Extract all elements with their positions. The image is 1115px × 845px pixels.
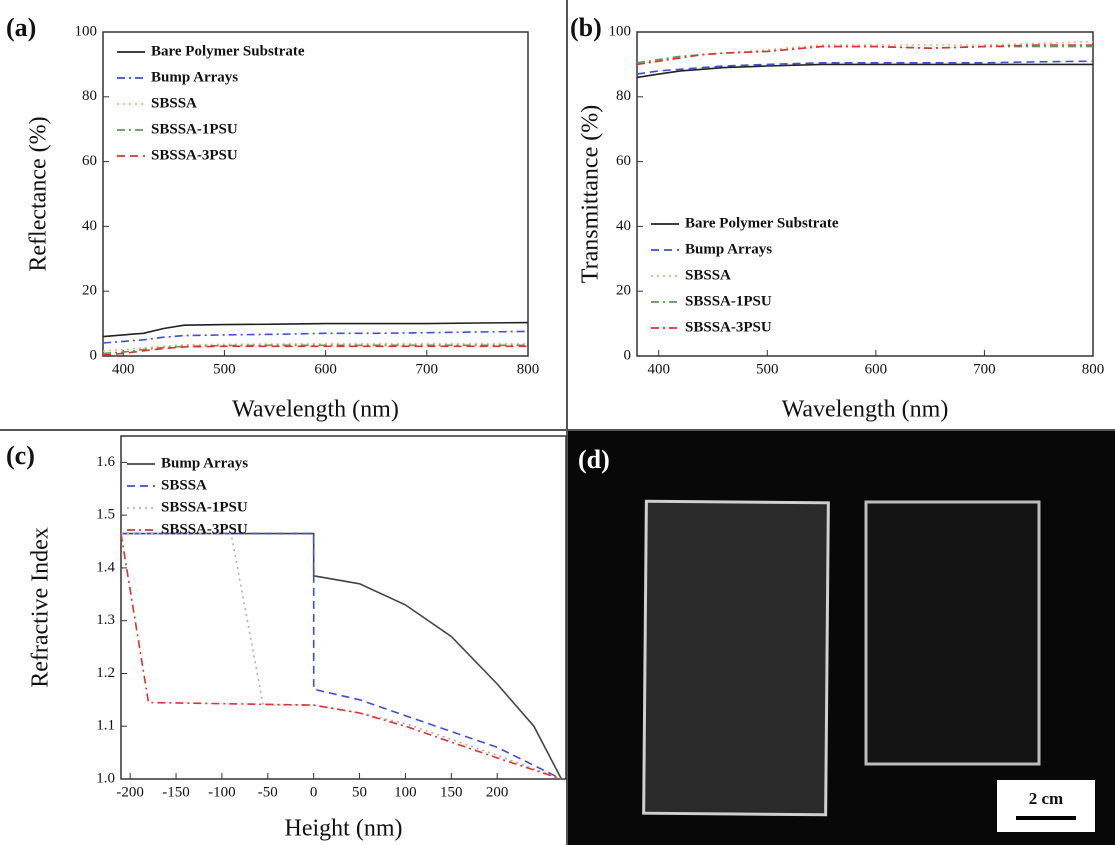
y-axis-label: Transmittance (%) bbox=[578, 105, 604, 283]
y-tick-label: 1.3 bbox=[96, 612, 115, 628]
y-tick-label: 100 bbox=[75, 23, 98, 39]
data-line bbox=[121, 532, 563, 780]
sample bbox=[864, 500, 1041, 766]
data-line bbox=[102, 330, 529, 344]
legend-label: Bare Polymer Substrate bbox=[151, 43, 305, 59]
data-line bbox=[102, 345, 528, 356]
panel-label: (d) bbox=[578, 445, 610, 474]
legend-label: SBSSA-3PSU bbox=[685, 319, 772, 335]
y-tick-label: 1.2 bbox=[96, 665, 115, 681]
x-tick-label: 100 bbox=[394, 784, 417, 800]
y-tick-label: 1.4 bbox=[96, 559, 115, 575]
y-tick-label: 20 bbox=[616, 283, 631, 299]
x-tick-label: 400 bbox=[647, 361, 670, 377]
x-tick-label: -50 bbox=[258, 784, 278, 800]
x-tick-label: 50 bbox=[352, 784, 367, 800]
data-line bbox=[102, 342, 528, 352]
x-tick-label: 500 bbox=[756, 361, 779, 377]
data-line bbox=[121, 532, 562, 780]
x-axis-label: Height (nm) bbox=[285, 816, 403, 842]
y-axis-label: Refractive Index bbox=[28, 527, 54, 688]
plot-frame bbox=[102, 31, 529, 357]
legend-label: SBSSA-3PSU bbox=[161, 521, 248, 537]
y-tick-label: 40 bbox=[82, 218, 97, 234]
x-tick-label: 700 bbox=[416, 361, 439, 377]
scale-label: 2 cm bbox=[1029, 789, 1063, 808]
legend-label: SBSSA-1PSU bbox=[685, 293, 772, 309]
x-tick-label: 600 bbox=[314, 361, 337, 377]
data-line bbox=[102, 321, 529, 338]
legend-label: Bump Arrays bbox=[161, 455, 248, 471]
data-line bbox=[121, 532, 562, 780]
legend-label: Bump Arrays bbox=[685, 241, 772, 257]
y-tick-label: 20 bbox=[82, 283, 97, 299]
data-line bbox=[636, 63, 1093, 79]
y-tick-label: 60 bbox=[82, 153, 97, 169]
y-tick-label: 40 bbox=[616, 218, 631, 234]
data-line bbox=[636, 60, 1094, 75]
y-tick-label: 1.6 bbox=[96, 454, 115, 470]
x-axis-label: Wavelength (nm) bbox=[782, 397, 949, 423]
x-tick-label: 400 bbox=[112, 361, 135, 377]
data-line bbox=[120, 533, 562, 780]
sample bbox=[642, 499, 830, 817]
x-tick-label: -100 bbox=[208, 784, 236, 800]
legend-label: SBSSA-3PSU bbox=[151, 147, 238, 163]
x-tick-label: 150 bbox=[440, 784, 463, 800]
legend-label: SBSSA bbox=[685, 267, 731, 283]
panel-label: (c) bbox=[6, 441, 35, 470]
y-tick-label: 100 bbox=[609, 23, 632, 39]
y-axis-label: Reflectance (%) bbox=[26, 116, 52, 271]
x-tick-label: 800 bbox=[1082, 361, 1105, 377]
x-tick-label: 200 bbox=[486, 784, 509, 800]
data-line bbox=[636, 45, 1093, 64]
y-tick-label: 0 bbox=[624, 347, 632, 363]
x-tick-label: 0 bbox=[310, 784, 318, 800]
y-tick-label: 80 bbox=[616, 88, 631, 104]
panel-label: (a) bbox=[6, 13, 36, 42]
y-tick-label: 80 bbox=[82, 88, 97, 104]
scale-box bbox=[997, 780, 1095, 832]
legend-label: Bare Polymer Substrate bbox=[685, 215, 839, 231]
legend-label: Bump Arrays bbox=[151, 69, 238, 85]
data-line bbox=[102, 344, 528, 355]
y-tick-label: 1.5 bbox=[96, 507, 115, 523]
legend-label: SBSSA-1PSU bbox=[161, 499, 248, 515]
x-tick-label: 800 bbox=[517, 361, 540, 377]
panel-label: (b) bbox=[570, 13, 602, 42]
photo-panel: 2 cm (d) bbox=[568, 431, 1115, 845]
x-tick-label: -200 bbox=[116, 784, 144, 800]
x-tick-label: 700 bbox=[973, 361, 996, 377]
y-tick-label: 1.1 bbox=[96, 718, 115, 734]
legend-label: SBSSA bbox=[161, 477, 207, 493]
legend-label: SBSSA bbox=[151, 95, 197, 111]
plot-frame bbox=[120, 435, 567, 780]
y-tick-label: 0 bbox=[90, 347, 98, 363]
x-tick-label: 500 bbox=[213, 361, 236, 377]
legend-label: SBSSA-1PSU bbox=[151, 121, 238, 137]
y-tick-label: 1.0 bbox=[96, 770, 115, 786]
y-tick-label: 60 bbox=[616, 153, 631, 169]
plot-frame bbox=[636, 31, 1094, 357]
x-tick-label: 600 bbox=[865, 361, 888, 377]
x-axis-label: Wavelength (nm) bbox=[232, 397, 399, 423]
data-line bbox=[636, 44, 1093, 66]
x-tick-label: -150 bbox=[162, 784, 190, 800]
